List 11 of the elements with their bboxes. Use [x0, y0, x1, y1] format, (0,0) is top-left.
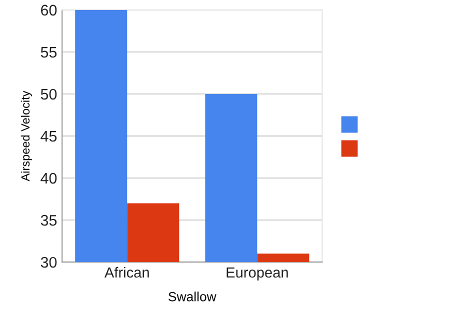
- y-tick-label: 30: [40, 256, 57, 268]
- y-tick-label: 40: [40, 172, 57, 184]
- x-tick-label: African: [104, 266, 149, 278]
- y-tick-label: 60: [41, 4, 57, 16]
- y-tick-label: 35: [40, 214, 57, 226]
- y-tick-label: 45: [40, 131, 57, 142]
- x-tick-label: European: [226, 267, 288, 281]
- y-axis-title: Airspeed Velocity: [20, 90, 32, 182]
- y-tick-label: 55: [40, 46, 57, 58]
- y-tick-label: 50: [40, 88, 57, 100]
- x-axis-title: Swallow: [168, 292, 216, 302]
